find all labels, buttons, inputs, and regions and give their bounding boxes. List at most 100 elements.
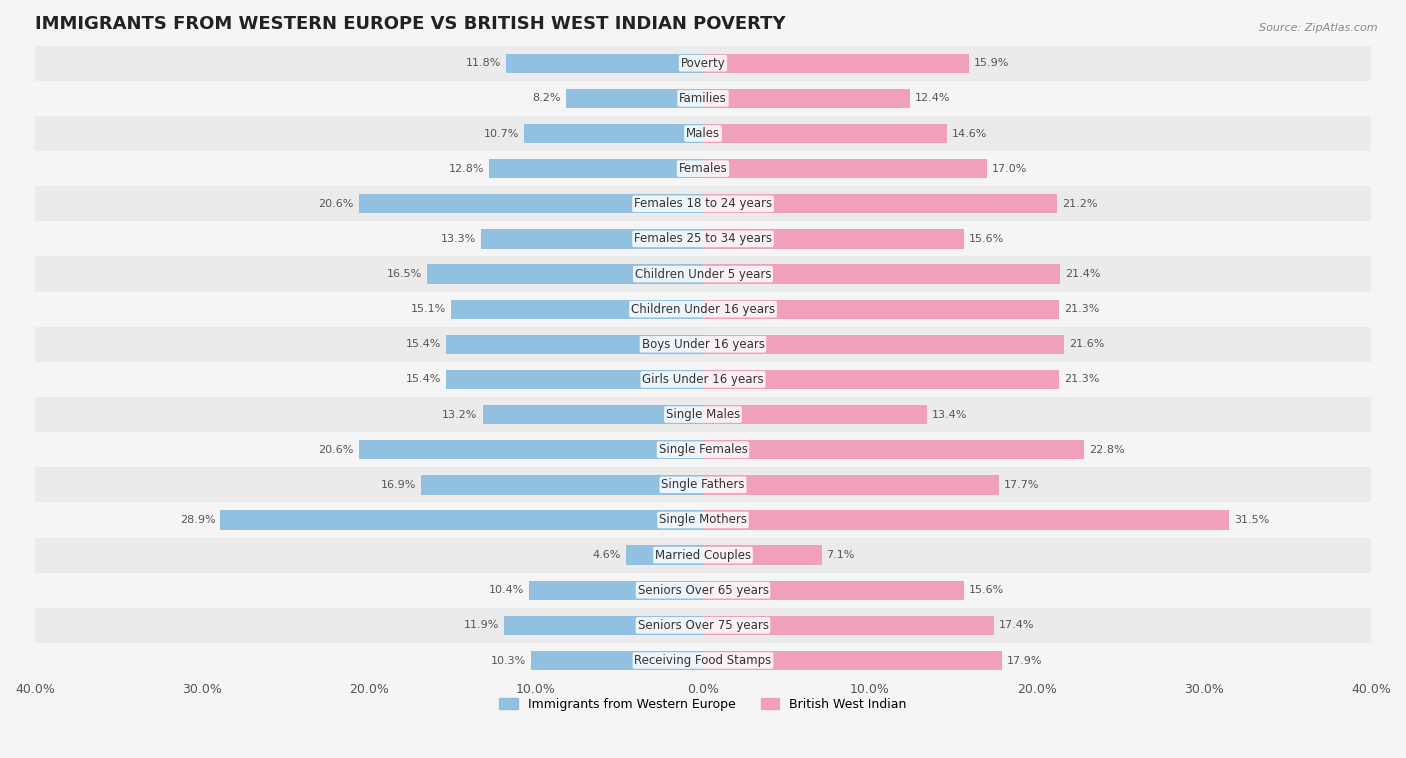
Text: 20.6%: 20.6% — [319, 445, 354, 455]
Text: 8.2%: 8.2% — [533, 93, 561, 103]
Text: 15.9%: 15.9% — [973, 58, 1010, 68]
Text: 21.6%: 21.6% — [1069, 340, 1104, 349]
Bar — [703, 615, 994, 635]
Text: Children Under 16 years: Children Under 16 years — [631, 302, 775, 315]
Bar — [531, 651, 703, 670]
Text: Seniors Over 65 years: Seniors Over 65 years — [637, 584, 769, 597]
Text: 31.5%: 31.5% — [1234, 515, 1270, 525]
Text: 11.8%: 11.8% — [465, 58, 501, 68]
Bar — [703, 370, 1059, 389]
Bar — [35, 608, 1371, 643]
Text: Children Under 5 years: Children Under 5 years — [634, 268, 772, 280]
Bar — [703, 54, 969, 73]
Text: 28.9%: 28.9% — [180, 515, 215, 525]
Bar — [35, 537, 1371, 573]
Bar — [35, 151, 1371, 186]
Bar — [35, 643, 1371, 678]
Text: Single Fathers: Single Fathers — [661, 478, 745, 491]
Bar — [529, 581, 703, 600]
Text: 15.6%: 15.6% — [969, 585, 1004, 595]
Bar — [35, 362, 1371, 397]
Text: 17.0%: 17.0% — [993, 164, 1028, 174]
Bar — [35, 397, 1371, 432]
Bar — [703, 194, 1057, 214]
Text: 21.4%: 21.4% — [1066, 269, 1101, 279]
Bar — [703, 440, 1084, 459]
Bar — [35, 256, 1371, 292]
Text: 21.3%: 21.3% — [1064, 374, 1099, 384]
Bar — [703, 651, 1002, 670]
Bar — [524, 124, 703, 143]
Bar — [703, 89, 910, 108]
Bar — [359, 194, 703, 214]
Text: 15.4%: 15.4% — [405, 374, 441, 384]
Text: Single Males: Single Males — [666, 408, 740, 421]
Bar — [703, 581, 963, 600]
Text: 11.9%: 11.9% — [464, 620, 499, 631]
Text: Females: Females — [679, 162, 727, 175]
Text: Receiving Food Stamps: Receiving Food Stamps — [634, 654, 772, 667]
Text: 15.6%: 15.6% — [969, 234, 1004, 244]
Bar — [703, 546, 821, 565]
Text: Single Mothers: Single Mothers — [659, 513, 747, 527]
Text: 16.5%: 16.5% — [387, 269, 422, 279]
Bar — [427, 265, 703, 283]
Text: 20.6%: 20.6% — [319, 199, 354, 208]
Text: Boys Under 16 years: Boys Under 16 years — [641, 338, 765, 351]
Bar — [35, 292, 1371, 327]
Text: Seniors Over 75 years: Seniors Over 75 years — [637, 619, 769, 632]
Text: 22.8%: 22.8% — [1088, 445, 1125, 455]
Bar — [35, 45, 1371, 81]
Bar — [626, 546, 703, 565]
Bar — [446, 334, 703, 354]
Text: Single Females: Single Females — [658, 443, 748, 456]
Bar — [703, 334, 1064, 354]
Text: 7.1%: 7.1% — [827, 550, 855, 560]
Text: 17.7%: 17.7% — [1004, 480, 1039, 490]
Text: 14.6%: 14.6% — [952, 129, 987, 139]
Text: 10.4%: 10.4% — [489, 585, 524, 595]
Text: Males: Males — [686, 127, 720, 140]
Bar — [35, 467, 1371, 503]
Bar — [451, 299, 703, 319]
Bar — [703, 229, 963, 249]
Bar — [703, 405, 927, 424]
Text: Families: Families — [679, 92, 727, 105]
Bar — [703, 299, 1059, 319]
Bar — [35, 503, 1371, 537]
Bar — [703, 159, 987, 178]
Bar — [35, 432, 1371, 467]
Bar — [505, 615, 703, 635]
Bar — [359, 440, 703, 459]
Text: Source: ZipAtlas.com: Source: ZipAtlas.com — [1260, 23, 1378, 33]
Text: IMMIGRANTS FROM WESTERN EUROPE VS BRITISH WEST INDIAN POVERTY: IMMIGRANTS FROM WESTERN EUROPE VS BRITIS… — [35, 15, 786, 33]
Text: 21.2%: 21.2% — [1062, 199, 1098, 208]
Text: Married Couples: Married Couples — [655, 549, 751, 562]
Bar — [35, 221, 1371, 256]
Bar — [703, 124, 946, 143]
Bar — [35, 81, 1371, 116]
Text: 10.7%: 10.7% — [484, 129, 519, 139]
Bar — [35, 186, 1371, 221]
Text: Girls Under 16 years: Girls Under 16 years — [643, 373, 763, 386]
Bar — [567, 89, 703, 108]
Text: 13.3%: 13.3% — [440, 234, 475, 244]
Bar — [35, 327, 1371, 362]
Bar — [446, 370, 703, 389]
Bar — [221, 510, 703, 530]
Text: Females 18 to 24 years: Females 18 to 24 years — [634, 197, 772, 210]
Text: 13.4%: 13.4% — [932, 409, 967, 420]
Bar — [506, 54, 703, 73]
Text: 10.3%: 10.3% — [491, 656, 526, 666]
Bar — [35, 573, 1371, 608]
Bar — [489, 159, 703, 178]
Bar — [481, 229, 703, 249]
Text: 4.6%: 4.6% — [593, 550, 621, 560]
Text: 16.9%: 16.9% — [381, 480, 416, 490]
Text: 21.3%: 21.3% — [1064, 304, 1099, 314]
Text: 15.1%: 15.1% — [411, 304, 446, 314]
Text: 17.9%: 17.9% — [1007, 656, 1042, 666]
Text: 12.4%: 12.4% — [915, 93, 950, 103]
Bar — [703, 475, 998, 494]
Text: Females 25 to 34 years: Females 25 to 34 years — [634, 233, 772, 246]
